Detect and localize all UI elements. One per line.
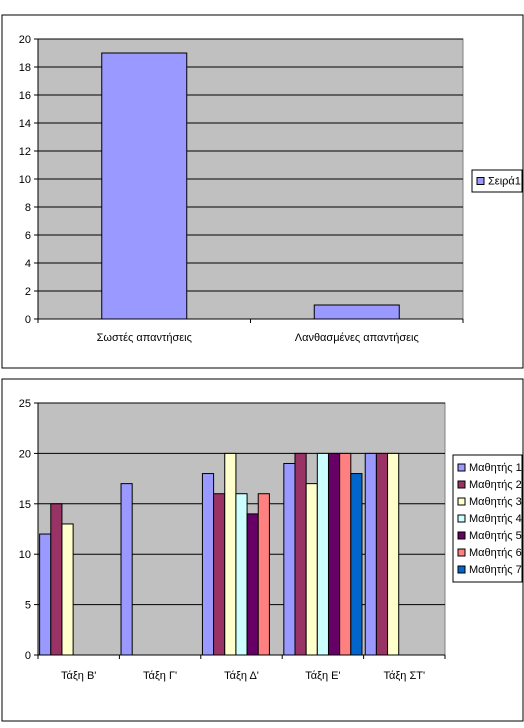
bar (224, 452, 237, 656)
y-tick-label: 18 (19, 62, 31, 74)
bar (375, 452, 389, 656)
bar (305, 483, 318, 656)
bar (364, 452, 377, 656)
x-category-label: Τάξη Γ' (143, 670, 177, 682)
y-tick-label: 8 (25, 202, 31, 214)
legend-swatch (476, 177, 485, 185)
bar (350, 473, 363, 656)
legend-swatch (457, 497, 466, 506)
students-by-class-bar-chart: 0 5 10 15 20 25 Τάξη Β' Τάξη Γ' Τάξη Δ' Τάξη Ε' Τά… (1, 378, 524, 722)
chart-1: 0 2 4 6 8 10 12 14 16 18 20 Σωστές απαντήσεις Λανθασ… (0, 14, 524, 370)
legend-label: Μαθητής 3 (469, 496, 522, 508)
y-tick-label: 6 (25, 230, 31, 242)
y-tick-label: 12 (19, 146, 31, 158)
y-tick-label: 15 (19, 499, 31, 511)
legend-label: Μαθητής 5 (469, 530, 522, 542)
x-category-label: Σωστές απαντήσεις (97, 332, 192, 344)
x-category-label: Τάξη ΣΤ' (384, 670, 426, 682)
y-tick-label: 20 (19, 34, 31, 46)
chart-2: 0 5 10 15 20 25 Τάξη Β' Τάξη Γ' Τάξη Δ' Τάξη Ε' Τά… (0, 378, 524, 723)
bar (213, 493, 226, 656)
legend-swatch (457, 565, 466, 574)
bar (246, 513, 259, 656)
bar (257, 493, 270, 656)
bar (61, 523, 74, 656)
y-tick-label: 20 (19, 448, 31, 460)
x-category-label: Τάξη Ε' (305, 670, 340, 682)
legend-swatch (457, 463, 466, 472)
bar (313, 304, 400, 320)
legend-label: Μαθητής 4 (469, 513, 522, 525)
legend-label: Σειρά1 (488, 176, 521, 188)
y-tick-label: 14 (19, 118, 31, 130)
y-tick-label: 4 (25, 258, 31, 270)
legend-label: Μαθητής 1 (469, 462, 522, 474)
legend-swatch (457, 480, 466, 489)
bar (101, 52, 188, 320)
legend-label: Μαθητής 2 (469, 479, 522, 491)
x-category-label: Τάξη Δ' (224, 670, 259, 682)
legend-swatch (457, 548, 466, 557)
answers-bar-chart: 0 2 4 6 8 10 12 14 16 18 20 Σωστές απαντήσεις Λανθασ… (1, 14, 524, 369)
legend-box (471, 169, 523, 193)
legend-label: Μαθητής 6 (469, 547, 522, 559)
bar (387, 452, 400, 656)
y-tick-label: 2 (25, 286, 31, 298)
y-tick-label: 10 (19, 549, 31, 561)
bar (283, 462, 296, 656)
y-tick-label: 0 (25, 650, 31, 662)
bar (120, 483, 133, 656)
bar (39, 533, 52, 656)
bar (294, 452, 307, 656)
x-category-label: Τάξη Β' (61, 670, 96, 682)
x-category-label: Λανθασμένες απαντήσεις (295, 332, 419, 344)
y-tick-label: 16 (19, 90, 31, 102)
y-tick-label: 0 (25, 314, 31, 326)
bar (316, 452, 329, 656)
y-tick-label: 25 (19, 398, 31, 410)
bar (339, 452, 352, 656)
bar (50, 503, 63, 656)
y-tick-label: 5 (25, 600, 31, 612)
bar (201, 473, 215, 656)
bar (235, 493, 248, 656)
legend-swatch (457, 514, 466, 523)
legend-swatch (457, 531, 466, 540)
y-tick-label: 10 (19, 174, 31, 186)
legend-label: Μαθητής 7 (469, 564, 522, 576)
bar (327, 452, 341, 656)
